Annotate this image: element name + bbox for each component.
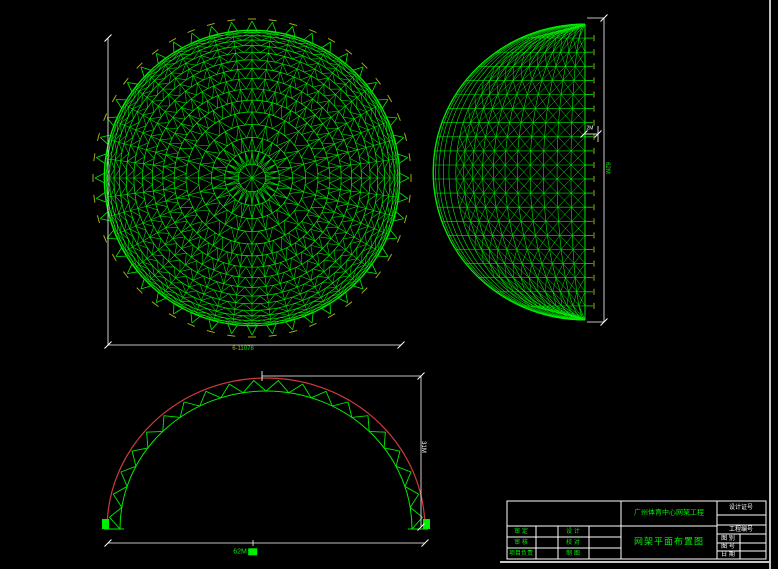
tb-sign-label: 审 定 [514,529,528,535]
elevation-height-dimension-text: 62M [604,162,610,174]
tb-meta-label: 日 期 [721,552,735,558]
text-highlight-block [248,548,257,555]
tb-sign-label: 审 核 [514,540,528,546]
tb-sign-label: 制 图 [566,551,580,557]
tb-meta-label: 图 号 [721,544,735,550]
arch-span-dimension-text: 62M [233,548,257,555]
tb-project-no-label: 工程编号 [729,527,753,533]
tb-sign-label: 项目负责 [509,551,533,557]
cad-geometry-canvas[interactable] [0,0,778,569]
elevation-depth-dimension-text: 2M [587,127,594,132]
cad-drawing-area[interactable]: 6-11078 62M 31M 62M 2M 广州体育中心网架工程 网架平面布置… [0,0,778,569]
arch-height-dimension-text: 31M [420,441,426,453]
dome-elevation-view[interactable] [433,24,594,320]
dome-plan-view[interactable] [93,19,411,337]
tb-sign-label: 设 计 [566,529,580,535]
dimension-lines [105,0,771,569]
plan-span-dimension-text: 6-11078 [232,346,254,352]
tb-cert-label: 设计证号 [729,505,753,511]
tb-drawing-title: 网架平面布置图 [634,538,704,547]
tb-project-name: 广州体育中心网架工程 [634,510,704,517]
tb-meta-label: 图 别 [721,536,735,542]
arch-section-view[interactable] [102,378,430,529]
tb-sign-label: 校 对 [566,540,580,546]
